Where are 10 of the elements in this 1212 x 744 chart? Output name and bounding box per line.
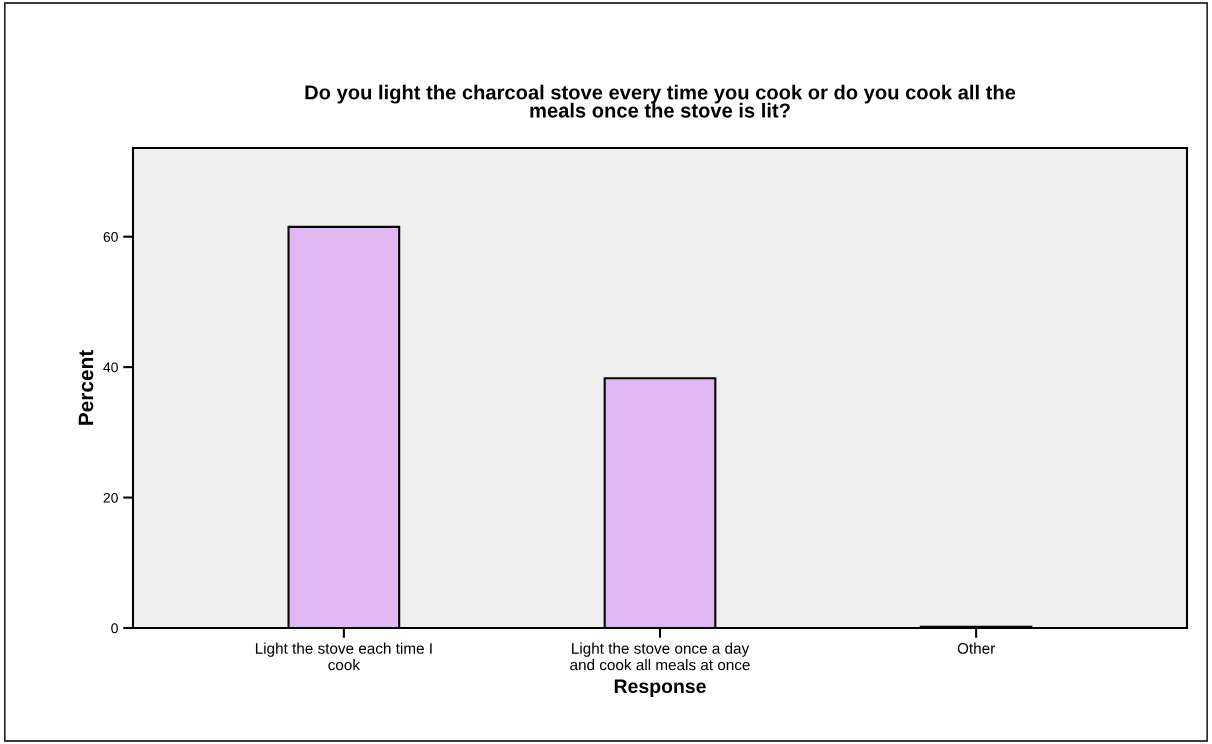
y-axis-title: Percent [78, 350, 94, 425]
x-axis-title: Response [614, 679, 706, 697]
y-tick-label: 60 [103, 232, 118, 242]
y-tick-label: 0 [111, 623, 118, 634]
y-tick-label: 40 [103, 362, 118, 373]
x-tick-label: Light the stove once a day and cook all meals at once [570, 642, 750, 671]
x-tick-label: Light the stove each time I cook [255, 642, 432, 671]
chart-title: Do you light the charcoal stove every time you cook or do you cook all the meals once the stove is lit? [305, 84, 1016, 118]
y-tick-label: 20 [103, 492, 118, 503]
x-tick-label: Other [957, 642, 995, 654]
